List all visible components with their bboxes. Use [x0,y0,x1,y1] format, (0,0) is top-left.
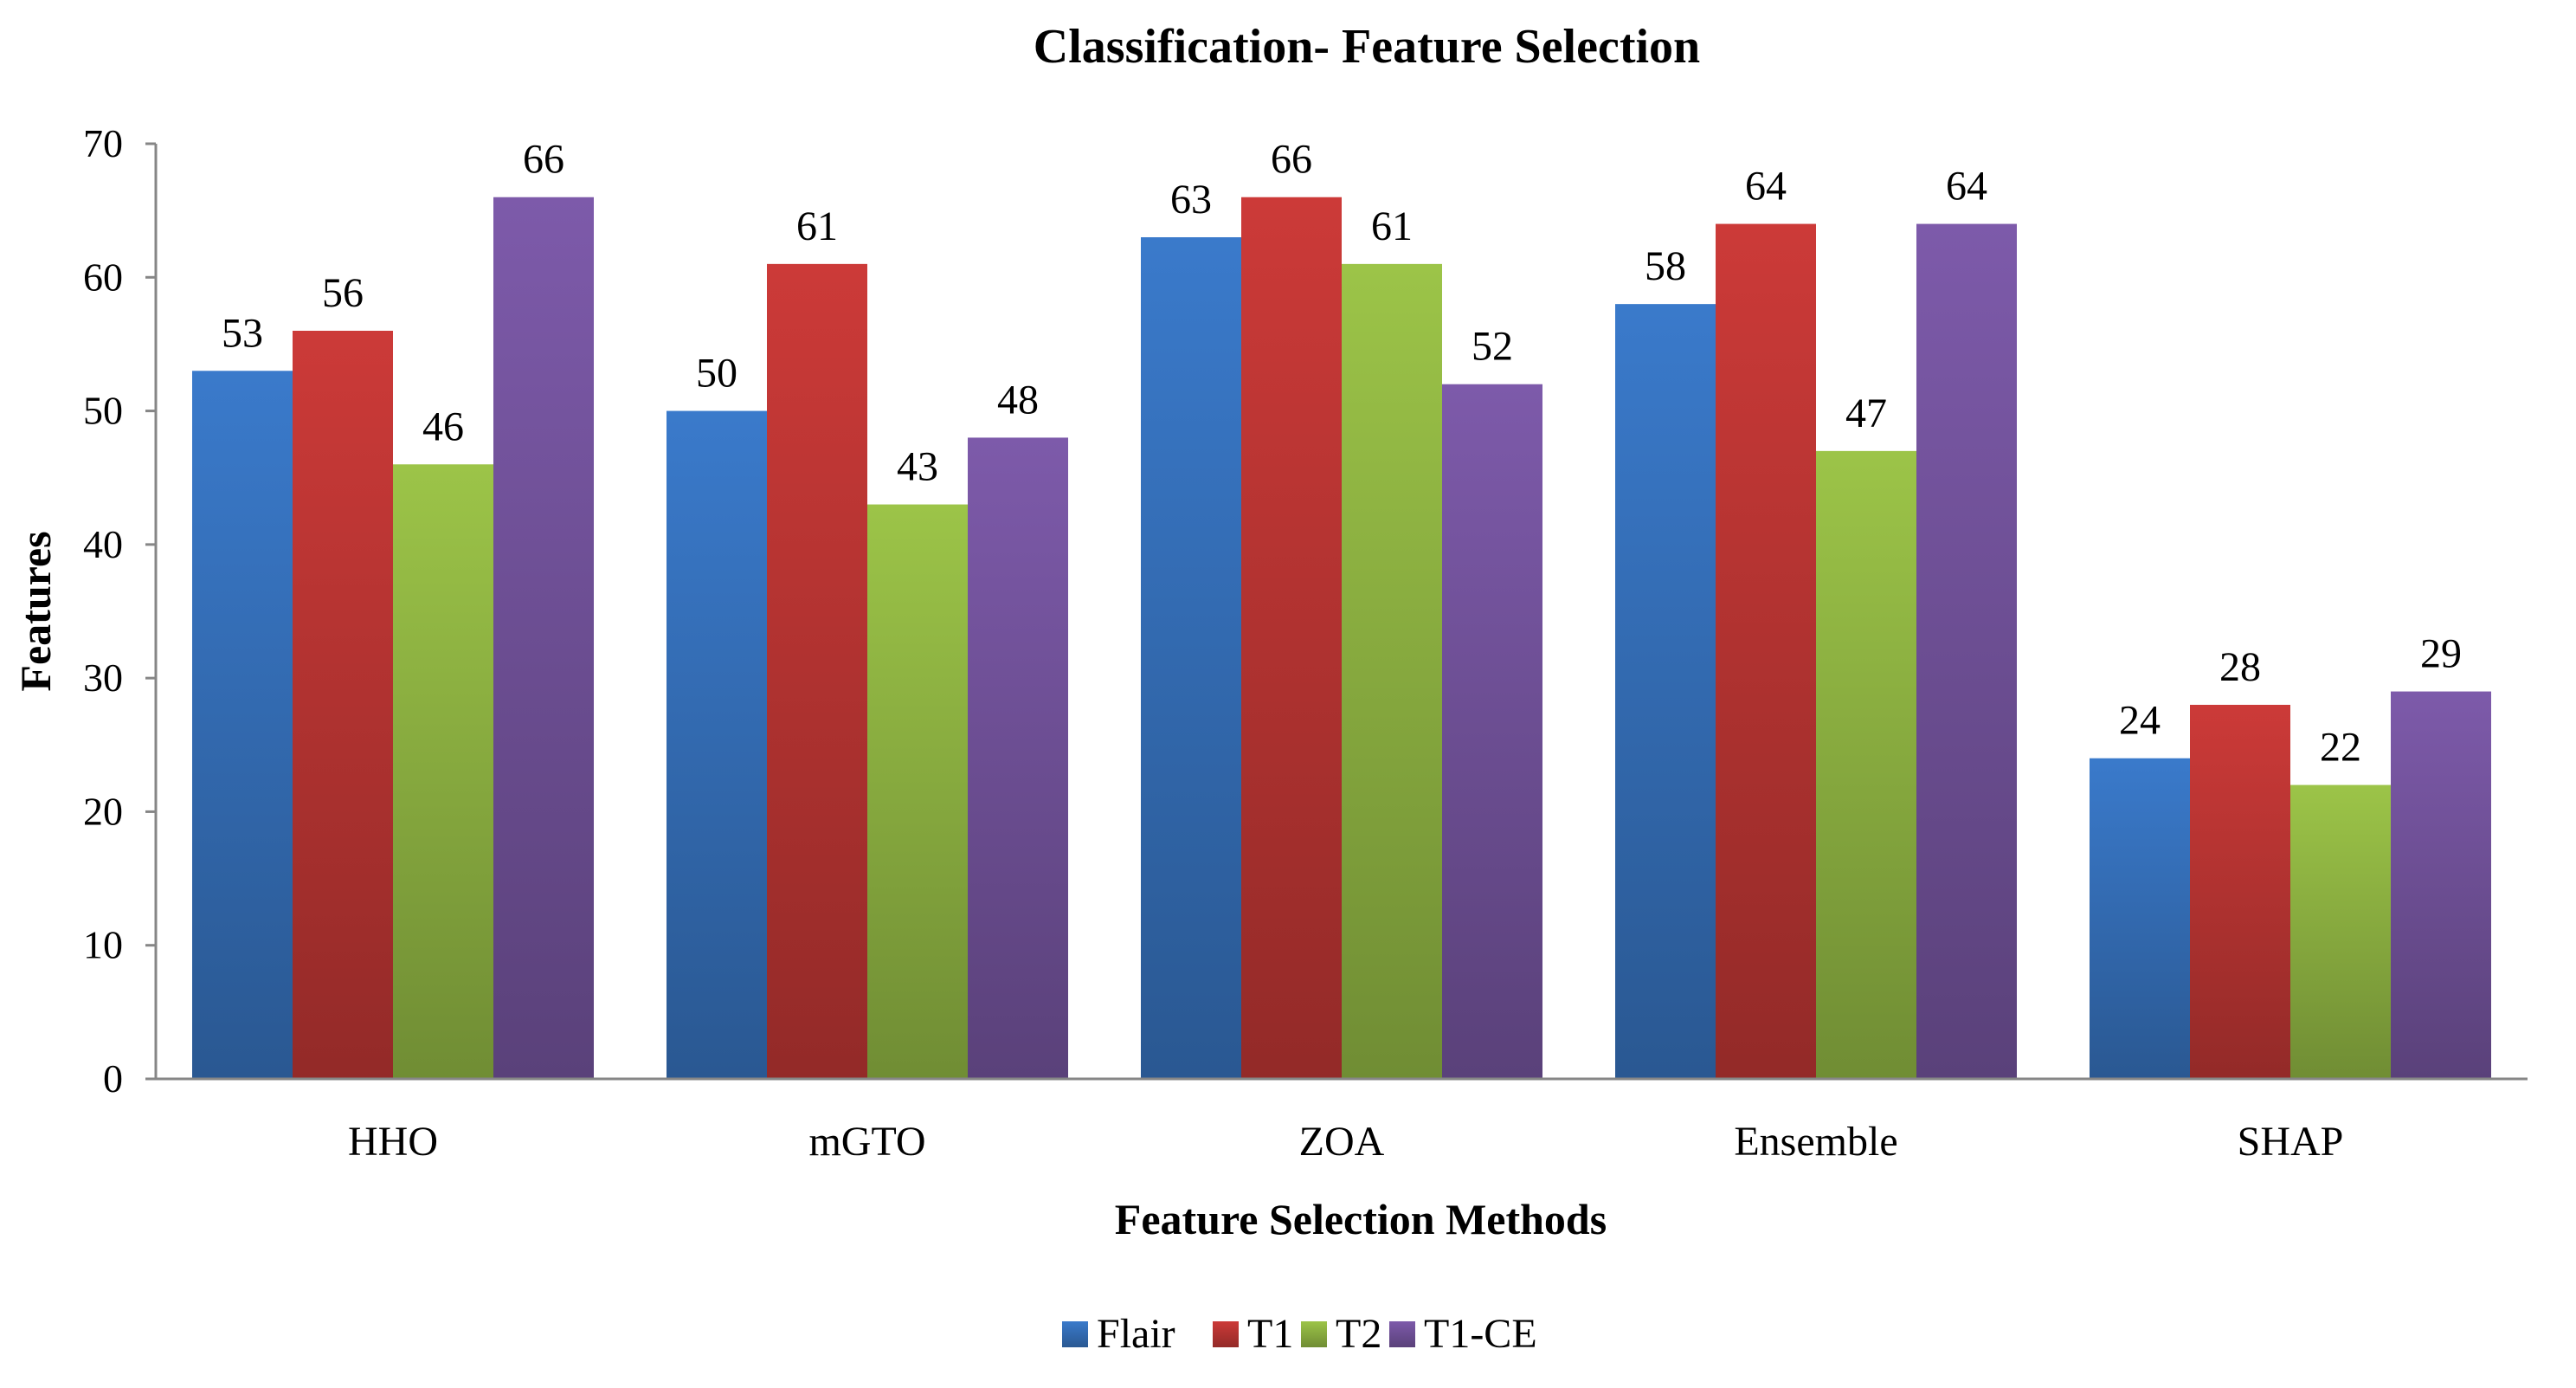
data-label: 64 [1745,164,1787,210]
legend-swatch-flair [1062,1321,1088,1347]
bar-mgto-flair [667,410,767,1080]
bar-hho-t1 [293,331,393,1079]
legend: Flair T1 T2 T1-CE [1062,1311,1537,1357]
data-label: 22 [2320,725,2361,771]
data-label: 52 [1472,324,1513,370]
legend-label: T1-CE [1424,1311,1537,1357]
legend-label: T2 [1336,1311,1381,1357]
y-axis-title: Features [11,531,60,691]
bar-hho-t2 [393,464,493,1079]
x-axis-category-labels: HHO mGTO ZOA Ensemble SHAP [348,1119,2343,1165]
bar-ensemble-t1-ce [1916,223,2017,1080]
y-tick-label: 20 [83,789,123,833]
y-axis-ticks: 0 10 20 30 40 50 60 70 [83,121,156,1101]
legend-swatch-t1-ce [1389,1321,1415,1347]
data-label: 46 [422,403,464,449]
bar-ensemble-t1 [1716,223,1816,1080]
y-tick-label: 30 [83,655,123,700]
data-label: 24 [2119,698,2161,744]
data-label: 56 [322,270,364,316]
bar-zoa-t2 [1342,263,1442,1079]
bar-ensemble-t2 [1816,450,1916,1079]
legend-label: T1 [1247,1311,1293,1357]
bar-shap-t2 [2290,784,2391,1079]
y-tick-label: 10 [83,923,123,967]
data-label: 48 [997,377,1039,423]
legend-swatch-t2 [1301,1321,1327,1347]
bar-mgto-t1-ce [968,437,1068,1079]
chart-title: Classification- Feature Selection [1034,20,1700,74]
y-tick-label: 70 [83,121,123,165]
x-tick-label: mGTO [808,1119,925,1165]
data-label: 50 [696,351,737,397]
data-label: 64 [1946,164,1987,210]
bar-shap-t1-ce [2391,691,2491,1079]
y-tick-label: 60 [83,255,123,299]
x-tick-label: HHO [348,1119,438,1165]
x-tick-label: Ensemble [1734,1119,1897,1165]
bar-ensemble-flair [1615,304,1716,1080]
data-label: 53 [222,310,263,356]
legend-swatch-t1 [1213,1321,1239,1347]
data-label: 61 [796,203,838,249]
data-label: 66 [1271,137,1312,183]
y-tick-label: 40 [83,522,123,566]
bar-zoa-t1 [1241,197,1342,1079]
y-tick-label: 50 [83,389,123,433]
bar-hho-flair [192,371,293,1079]
data-label: 61 [1371,203,1413,249]
bar-zoa-flair [1141,237,1241,1079]
x-tick-label: ZOA [1299,1119,1385,1165]
data-label: 63 [1170,177,1212,223]
y-tick-label: 0 [103,1056,123,1101]
bar-hho-t1-ce [493,197,594,1079]
bar-mgto-t2 [867,504,968,1079]
data-label: 66 [523,137,564,183]
bars-group [192,197,2491,1080]
x-tick-label: SHAP [2238,1119,2344,1165]
data-label: 58 [1645,243,1686,289]
data-label: 29 [2420,631,2462,677]
data-labels-group: 53 56 46 66 50 61 43 48 63 66 61 52 58 64 47 64 24 28 22 29 [222,137,2462,771]
data-label: 47 [1845,391,1887,436]
x-axis-title: Feature Selection Methods [1115,1195,1607,1243]
bar-mgto-t1 [767,263,867,1079]
bar-zoa-t1-ce [1442,384,1542,1079]
bar-shap-flair [2090,758,2190,1079]
legend-label: Flair [1097,1311,1175,1357]
data-label: 28 [2219,644,2261,690]
bar-shap-t1 [2190,705,2290,1079]
data-label: 43 [897,444,938,490]
